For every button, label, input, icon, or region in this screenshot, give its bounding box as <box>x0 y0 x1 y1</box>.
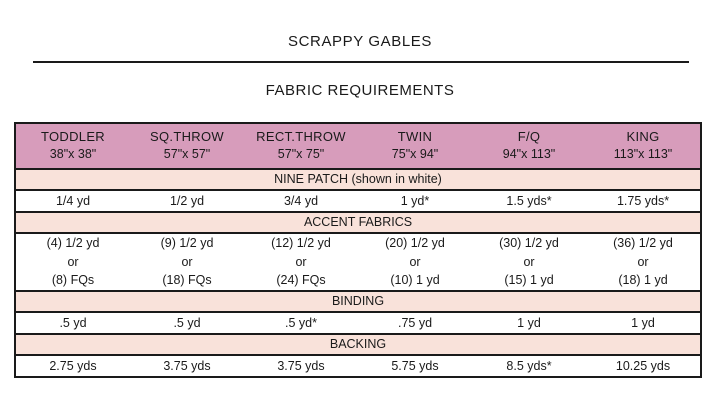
column-name: KING <box>626 129 660 145</box>
section-band-binding: BINDING <box>16 290 700 313</box>
column-name: SQ.THROW <box>150 129 224 145</box>
accent-line: or <box>409 254 421 269</box>
fabric-requirements-table: TODDLER 38"x 38" SQ.THROW 57"x 57" RECT.… <box>14 122 702 378</box>
accent-line: (4) 1/2 yd <box>46 236 100 251</box>
accent-line: (15) 1 yd <box>504 273 554 288</box>
value-cell: 2.75 yds <box>49 359 97 373</box>
accent-line: or <box>637 254 649 269</box>
accent-cell: (4) 1/2 yd or (8) FQs <box>16 234 130 290</box>
section-band-accent-fabrics: ACCENT FABRICS <box>16 211 700 234</box>
accent-line: or <box>295 254 307 269</box>
header-cell-sq-throw: SQ.THROW 57"x 57" <box>130 129 244 162</box>
accent-line: (24) FQs <box>276 273 326 288</box>
value-cell: 3/4 yd <box>283 194 319 208</box>
table-header-row: TODDLER 38"x 38" SQ.THROW 57"x 57" RECT.… <box>16 124 700 168</box>
accent-line: or <box>67 254 79 269</box>
value-cell: 8.5 yds* <box>506 359 552 373</box>
accent-line: or <box>181 254 193 269</box>
value-cell: 1/2 yd <box>169 194 205 208</box>
value-cell: 5.75 yds <box>391 359 439 373</box>
header-cell-twin: TWIN 75"x 94" <box>358 129 472 162</box>
band-label: BACKING <box>329 337 387 351</box>
header-cell-fq: F/Q 94"x 113" <box>472 129 586 162</box>
header-cell-toddler: TODDLER 38"x 38" <box>16 129 130 162</box>
section-band-nine-patch: NINE PATCH (shown in white) <box>16 168 700 191</box>
band-note: (shown in white) <box>351 172 442 186</box>
accent-line: (18) 1 yd <box>618 273 668 288</box>
value-cell: 1/4 yd <box>55 194 91 208</box>
value-cell: 1.5 yds* <box>506 194 552 208</box>
value-cell: .5 yd <box>59 316 87 330</box>
band-label: NINE PATCH <box>274 172 349 186</box>
binding-values-row: .5 yd .5 yd .5 yd* .75 yd 1 yd 1 yd <box>16 313 700 333</box>
accent-line: (20) 1/2 yd <box>385 236 445 251</box>
accent-cell: (30) 1/2 yd or (15) 1 yd <box>472 234 586 290</box>
value-cell: 1 yd <box>517 316 541 330</box>
page-subtitle: FABRIC REQUIREMENTS <box>265 82 455 99</box>
title-divider <box>33 61 689 63</box>
column-size: 113"x 113" <box>613 147 673 162</box>
accent-line: (12) 1/2 yd <box>271 236 331 251</box>
column-name: TWIN <box>397 129 433 145</box>
column-name: TODDLER <box>41 129 105 145</box>
value-cell: 1 yd <box>631 316 655 330</box>
value-cell: .75 yd <box>397 316 433 330</box>
accent-line: (18) FQs <box>162 273 212 288</box>
value-cell: 3.75 yds <box>163 359 211 373</box>
value-cell: 10.25 yds <box>615 359 671 373</box>
column-size: 57"x 57" <box>163 147 211 162</box>
value-cell: 1.75 yds* <box>616 194 670 208</box>
accent-cell: (36) 1/2 yd or (18) 1 yd <box>586 234 700 290</box>
column-name: RECT.THROW <box>256 129 346 145</box>
accent-cell: (9) 1/2 yd or (18) FQs <box>130 234 244 290</box>
column-size: 75"x 94" <box>391 147 439 162</box>
column-size: 38"x 38" <box>49 147 97 162</box>
section-band-backing: BACKING <box>16 333 700 356</box>
accent-line: or <box>523 254 535 269</box>
accent-line: (30) 1/2 yd <box>499 236 559 251</box>
value-cell: .5 yd* <box>285 316 317 330</box>
value-cell: .5 yd <box>173 316 201 330</box>
accent-line: (9) 1/2 yd <box>160 236 214 251</box>
value-cell: 1 yd* <box>400 194 430 208</box>
column-size: 57"x 75" <box>277 147 325 162</box>
accent-line: (36) 1/2 yd <box>613 236 673 251</box>
page-title: SCRAPPY GABLES <box>287 33 432 50</box>
value-cell: 3.75 yds <box>277 359 325 373</box>
band-label: ACCENT FABRICS <box>303 215 413 229</box>
accent-cell: (20) 1/2 yd or (10) 1 yd <box>358 234 472 290</box>
header-cell-king: KING 113"x 113" <box>586 129 700 162</box>
accent-values-row: (4) 1/2 yd or (8) FQs (9) 1/2 yd or (18)… <box>16 234 700 290</box>
accent-cell: (12) 1/2 yd or (24) FQs <box>244 234 358 290</box>
accent-line: (10) 1 yd <box>390 273 440 288</box>
accent-line: (8) FQs <box>51 273 95 288</box>
nine-patch-values-row: 1/4 yd 1/2 yd 3/4 yd 1 yd* 1.5 yds* 1.75… <box>16 191 700 211</box>
column-name: F/Q <box>517 129 541 145</box>
column-size: 94"x 113" <box>502 147 556 162</box>
backing-values-row: 2.75 yds 3.75 yds 3.75 yds 5.75 yds 8.5 … <box>16 356 700 376</box>
band-label: BINDING <box>331 294 385 308</box>
header-cell-rect-throw: RECT.THROW 57"x 75" <box>244 129 358 162</box>
